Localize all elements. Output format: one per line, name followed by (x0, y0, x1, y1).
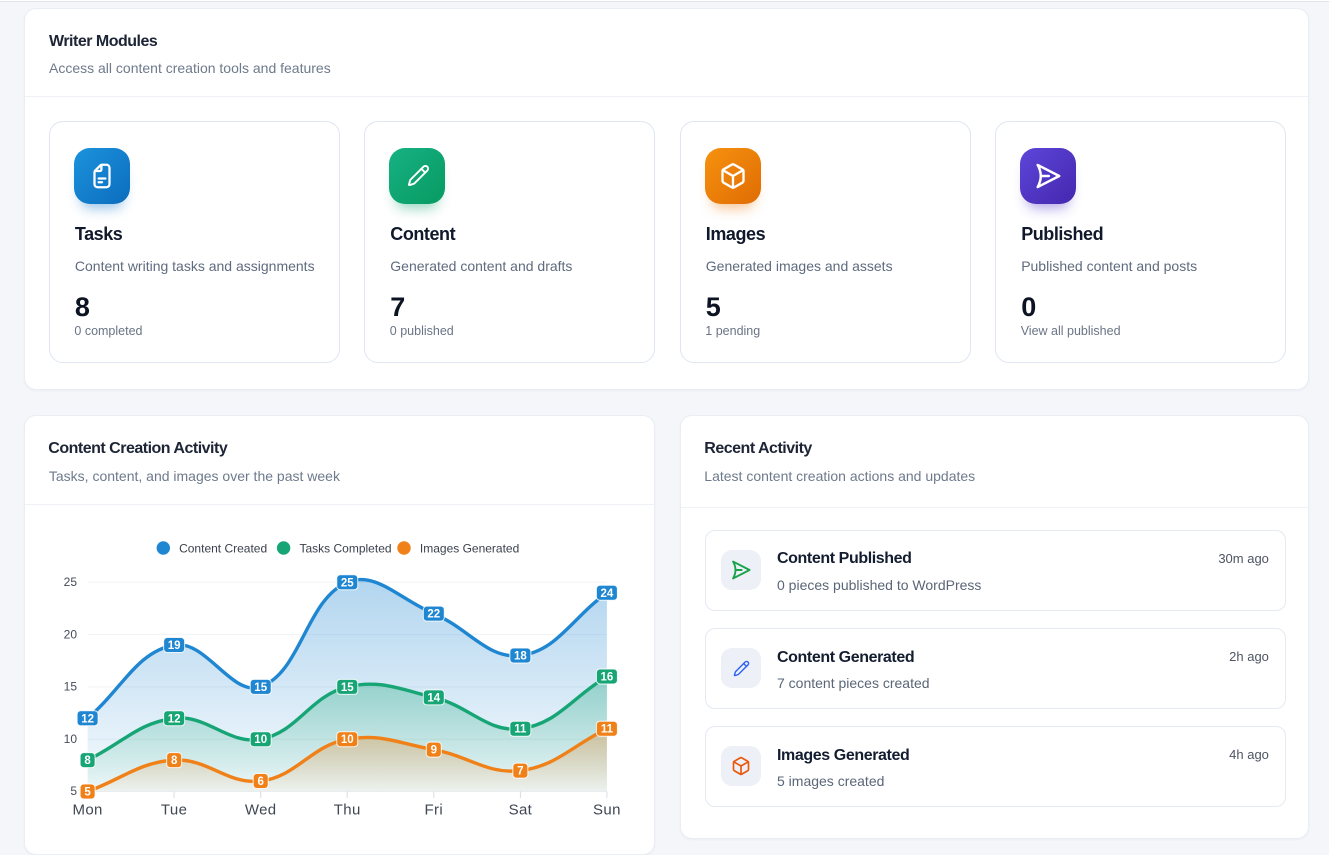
svg-text:25: 25 (341, 577, 354, 589)
svg-text:20: 20 (64, 627, 78, 641)
svg-text:12: 12 (168, 713, 181, 725)
svg-text:24: 24 (601, 588, 614, 600)
svg-text:Thu: Thu (334, 802, 361, 819)
svg-text:6: 6 (257, 776, 263, 788)
svg-text:22: 22 (427, 609, 440, 621)
svg-text:9: 9 (431, 745, 437, 757)
svg-text:11: 11 (514, 724, 527, 736)
svg-text:11: 11 (601, 724, 614, 736)
svg-text:8: 8 (171, 755, 178, 767)
svg-text:Tasks Completed: Tasks Completed (300, 542, 392, 556)
svg-text:5: 5 (84, 787, 91, 799)
svg-text:10: 10 (254, 734, 267, 746)
svg-text:10: 10 (64, 732, 78, 746)
svg-text:5: 5 (70, 784, 77, 798)
svg-text:10: 10 (341, 734, 354, 746)
svg-text:15: 15 (64, 680, 78, 694)
svg-text:12: 12 (81, 713, 94, 725)
svg-text:25: 25 (64, 575, 78, 589)
svg-text:18: 18 (514, 651, 527, 663)
svg-text:Images Generated: Images Generated (420, 542, 519, 556)
svg-text:15: 15 (254, 682, 267, 694)
svg-text:16: 16 (601, 671, 614, 683)
svg-text:Mon: Mon (72, 802, 102, 819)
svg-text:19: 19 (168, 640, 181, 652)
svg-text:Content Created: Content Created (179, 542, 267, 556)
svg-text:14: 14 (427, 692, 440, 704)
svg-text:Tue: Tue (161, 802, 187, 819)
svg-text:15: 15 (341, 682, 354, 694)
svg-text:Fri: Fri (425, 802, 444, 819)
svg-text:8: 8 (84, 755, 91, 767)
svg-text:Wed: Wed (245, 802, 277, 819)
svg-text:Sun: Sun (593, 802, 621, 819)
svg-text:Sat: Sat (509, 802, 533, 819)
svg-text:7: 7 (517, 766, 523, 778)
